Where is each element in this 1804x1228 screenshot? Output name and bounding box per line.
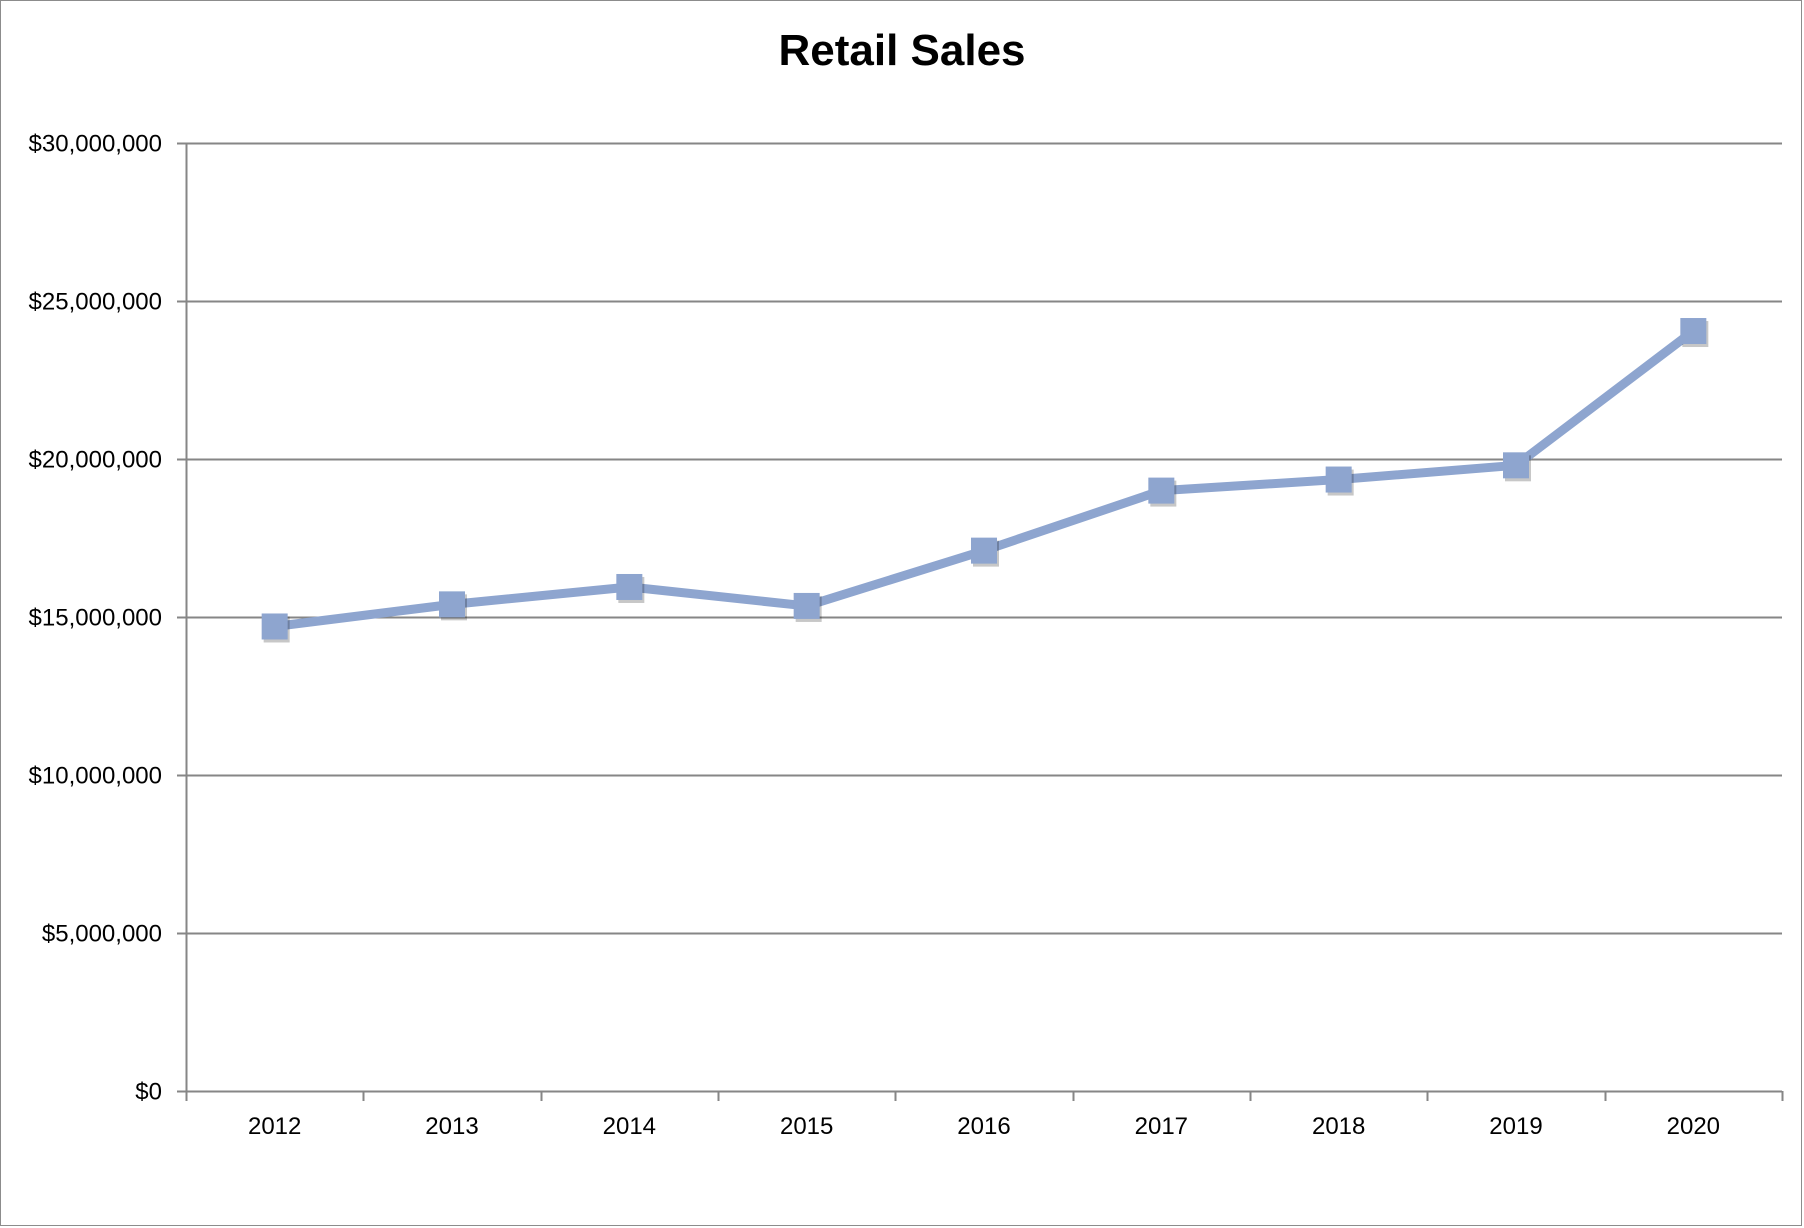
chart-title: Retail Sales bbox=[778, 26, 1026, 75]
data-point-marker bbox=[1503, 452, 1529, 479]
y-tick-label: $0 bbox=[135, 1079, 162, 1106]
y-tick-label: $25,000,000 bbox=[29, 289, 162, 316]
x-tick-label: 2015 bbox=[780, 1113, 833, 1140]
y-tick-label: $5,000,000 bbox=[42, 921, 162, 948]
data-point-marker bbox=[1325, 466, 1352, 493]
y-tick-label: $10,000,000 bbox=[29, 763, 162, 790]
x-tick-label: 2013 bbox=[425, 1113, 478, 1140]
data-series bbox=[261, 318, 1709, 643]
y-tick-label: $15,000,000 bbox=[29, 605, 162, 632]
x-tick-label: 2019 bbox=[1489, 1113, 1542, 1140]
data-point-marker bbox=[793, 592, 820, 619]
y-tick-label: $30,000,000 bbox=[29, 131, 162, 158]
x-tick-label: 2016 bbox=[957, 1113, 1010, 1140]
data-point-marker bbox=[616, 573, 643, 600]
x-tick-label: 2018 bbox=[1312, 1113, 1365, 1140]
series-line bbox=[270, 326, 1698, 631]
data-point-marker bbox=[1680, 318, 1707, 345]
axes bbox=[177, 142, 1784, 1101]
data-point-marker bbox=[261, 613, 288, 640]
x-tick-label: 2014 bbox=[603, 1113, 656, 1140]
y-axis-tick-labels: $0 $5,000,000 $10,000,000 $15,000,000 $20,00… bbox=[29, 131, 162, 1106]
y-tick-label: $20,000,000 bbox=[29, 447, 162, 474]
data-point-marker bbox=[439, 591, 465, 618]
x-axis-tick-labels: 2012 2013 2014 2015 2016 2017 2018 2019 2020 bbox=[248, 1113, 1720, 1140]
x-tick-label: 2017 bbox=[1135, 1113, 1188, 1140]
data-point-marker bbox=[971, 537, 997, 564]
x-tick-label: 2012 bbox=[248, 1113, 301, 1140]
x-tick-label: 2020 bbox=[1667, 1113, 1720, 1140]
series-group bbox=[261, 318, 1709, 643]
data-point-marker bbox=[1148, 477, 1175, 504]
